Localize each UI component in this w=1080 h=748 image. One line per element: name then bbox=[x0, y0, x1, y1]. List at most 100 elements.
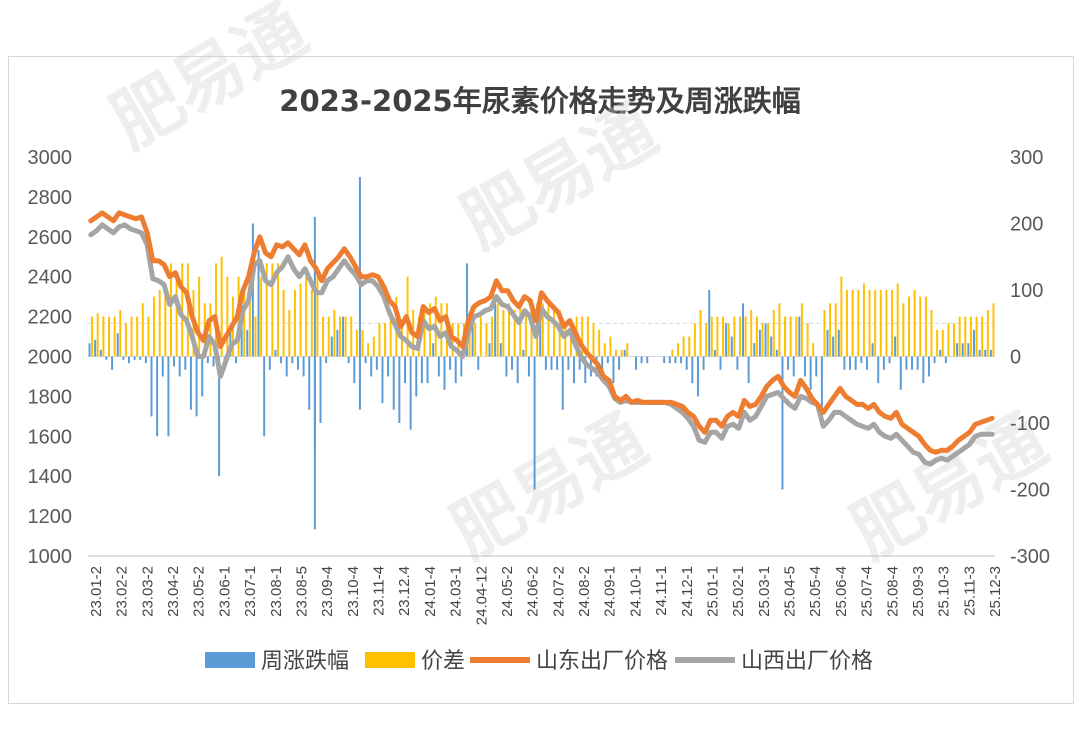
x-tick-label: 25.04-5 bbox=[782, 566, 799, 617]
y-left-tick-label: 1000 bbox=[28, 546, 73, 568]
spread-bar bbox=[524, 309, 527, 357]
y-right-tick-label: 300 bbox=[1010, 147, 1043, 169]
weekly-change-bar bbox=[685, 356, 688, 370]
shanxi-price-line bbox=[88, 222, 995, 467]
spread-bar bbox=[491, 316, 494, 357]
spread-bar bbox=[879, 290, 882, 357]
legend-swatch bbox=[365, 652, 415, 668]
y-left-tick-label: 2600 bbox=[28, 227, 73, 249]
weekly-change-bar bbox=[201, 356, 204, 397]
x-tick-label: 23.07-1 bbox=[242, 566, 259, 617]
spread-bar bbox=[840, 276, 843, 357]
x-tick-label: 25.05-4 bbox=[807, 566, 824, 617]
weekly-change-bar bbox=[781, 356, 784, 490]
weekly-change-bar bbox=[916, 356, 919, 370]
spread-bar bbox=[338, 316, 341, 357]
chart-frame bbox=[8, 56, 1074, 704]
weekly-change-bar bbox=[668, 356, 671, 364]
spread-bar bbox=[750, 309, 753, 357]
spread-bar bbox=[316, 276, 319, 357]
weekly-change-bar bbox=[302, 356, 305, 377]
weekly-change-bar bbox=[358, 356, 361, 410]
weekly-change-bar bbox=[691, 356, 694, 384]
spread-bar bbox=[823, 309, 826, 357]
spread-bar bbox=[857, 290, 860, 357]
spread-bar bbox=[541, 303, 544, 357]
spread-bar bbox=[440, 303, 443, 357]
x-tick-label: 24.05-2 bbox=[499, 566, 516, 617]
spread-bar bbox=[947, 323, 950, 357]
x-tick-label: 25.11-3 bbox=[961, 566, 978, 616]
spread-bar bbox=[355, 329, 358, 357]
spread-bar bbox=[834, 303, 837, 357]
weekly-change-bar bbox=[246, 329, 249, 357]
weekly-change-bar bbox=[770, 336, 773, 357]
spread-bar bbox=[164, 290, 167, 357]
spread-bar bbox=[851, 290, 854, 357]
spread-bar bbox=[271, 263, 274, 357]
weekly-change-bar bbox=[736, 356, 739, 370]
spread-bar bbox=[772, 309, 775, 357]
spread-bar bbox=[367, 343, 370, 357]
weekly-change-bar bbox=[189, 356, 192, 410]
weekly-change-bar bbox=[212, 356, 215, 367]
weekly-change-bar bbox=[899, 356, 902, 390]
weekly-change-bar bbox=[618, 356, 621, 370]
weekly-change-bar bbox=[477, 356, 480, 370]
spread-bar bbox=[755, 316, 758, 357]
weekly-change-bar bbox=[330, 336, 333, 357]
weekly-change-bar bbox=[257, 250, 260, 357]
spread-bar bbox=[975, 316, 978, 357]
weekly-change-bar bbox=[415, 356, 418, 397]
y-left-tick-label: 1200 bbox=[28, 506, 73, 528]
spread-bar bbox=[305, 276, 308, 357]
y-right-tick-label: 0 bbox=[1010, 347, 1021, 369]
x-tick-label: 25.09-3 bbox=[910, 566, 927, 617]
weekly-change-bar bbox=[511, 356, 514, 370]
weekly-change-bar bbox=[111, 356, 114, 370]
spread-bar bbox=[598, 329, 601, 357]
y-right-tick-label: -100 bbox=[1010, 413, 1050, 435]
spread-bar bbox=[181, 263, 184, 357]
weekly-change-bar bbox=[291, 356, 294, 364]
weekly-change-bar bbox=[933, 356, 936, 364]
spread-bar bbox=[919, 296, 922, 357]
weekly-change-bar bbox=[437, 356, 440, 377]
weekly-change-bar bbox=[606, 356, 609, 364]
weekly-change-bar bbox=[877, 356, 880, 384]
weekly-change-bar bbox=[144, 356, 147, 364]
x-tick-label: 24.11-1 bbox=[653, 566, 670, 616]
weekly-change-bar bbox=[753, 343, 756, 357]
weekly-change-bar bbox=[488, 343, 491, 357]
spread-bar bbox=[806, 323, 809, 357]
weekly-change-bar bbox=[122, 356, 125, 360]
weekly-change-bar bbox=[882, 356, 885, 370]
spread-bar bbox=[333, 309, 336, 357]
y-left-tick-label: 2800 bbox=[28, 187, 73, 209]
weekly-change-bar bbox=[206, 356, 209, 364]
y-right-tick-label: -300 bbox=[1010, 546, 1050, 568]
weekly-change-bar bbox=[392, 356, 395, 410]
weekly-change-bar bbox=[860, 356, 863, 364]
y-left-tick-label: 3000 bbox=[28, 147, 73, 169]
spread-bar bbox=[124, 323, 127, 357]
x-tick-label: 23.03-2 bbox=[139, 566, 156, 617]
weekly-change-bar bbox=[967, 343, 970, 357]
weekly-change-bar bbox=[663, 356, 666, 364]
weekly-change-bar bbox=[674, 356, 677, 364]
spread-bar bbox=[519, 303, 522, 357]
spread-bar bbox=[699, 309, 702, 357]
weekly-change-bar bbox=[719, 356, 722, 370]
weekly-change-bar bbox=[449, 356, 452, 370]
spread-bar bbox=[310, 290, 313, 357]
y-left-tick-label: 2000 bbox=[28, 347, 73, 369]
spread-bar bbox=[220, 256, 223, 357]
spread-bar bbox=[153, 296, 156, 357]
spread-bar bbox=[265, 263, 268, 357]
spread-bar bbox=[322, 316, 325, 357]
weekly-change-bar bbox=[927, 356, 930, 377]
spread-bar bbox=[615, 349, 618, 357]
spread-bar bbox=[130, 316, 133, 357]
weekly-change-bar bbox=[809, 356, 812, 390]
spread-bar bbox=[547, 303, 550, 357]
